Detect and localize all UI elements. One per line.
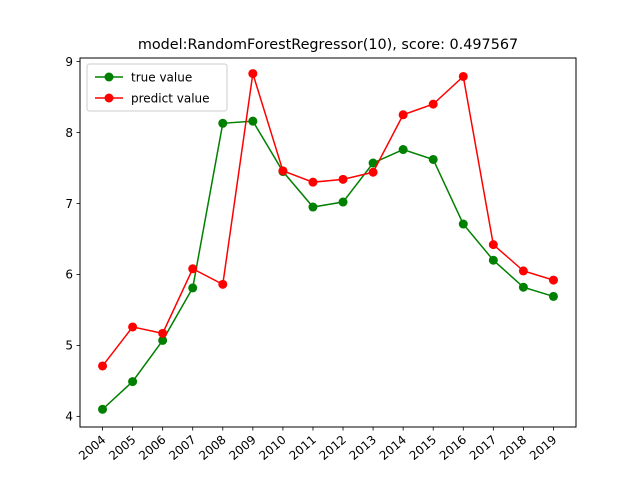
y-tick-label: 5	[65, 339, 73, 353]
data-point-predict-value	[488, 240, 498, 250]
data-point-predict-value	[248, 69, 258, 79]
data-point-predict-value	[158, 328, 168, 338]
data-point-true-value	[248, 116, 258, 126]
data-point-predict-value	[368, 167, 378, 177]
data-point-predict-value	[98, 361, 108, 371]
data-point-predict-value	[308, 177, 318, 187]
legend-marker-true-value	[104, 72, 114, 82]
data-point-true-value	[188, 283, 198, 293]
legend-box	[86, 63, 228, 112]
data-point-predict-value	[278, 166, 288, 176]
data-point-true-value	[458, 219, 468, 229]
axes-frame	[79, 57, 577, 428]
data-point-true-value	[398, 145, 408, 155]
data-point-true-value	[308, 202, 318, 212]
data-point-predict-value	[458, 71, 468, 81]
data-point-predict-value	[218, 279, 228, 289]
data-point-true-value	[368, 158, 378, 168]
data-point-predict-value	[548, 275, 558, 285]
chart-title: model:RandomForestRegressor(10), score: …	[138, 37, 518, 53]
data-point-true-value	[128, 377, 138, 387]
series-line-predict-value	[101, 73, 554, 367]
data-point-predict-value	[128, 322, 138, 332]
data-point-true-value	[428, 154, 438, 164]
data-point-true-value	[338, 197, 348, 207]
plot-area	[98, 69, 558, 414]
data-point-predict-value	[518, 266, 528, 276]
y-tick-label: 6	[65, 268, 73, 282]
data-point-true-value	[158, 335, 168, 345]
data-point-true-value	[518, 282, 528, 292]
data-point-predict-value	[188, 264, 198, 274]
series-line-true-value	[102, 120, 554, 410]
data-point-predict-value	[428, 99, 438, 109]
data-point-true-value	[218, 118, 228, 128]
y-tick-label: 7	[65, 197, 73, 211]
data-point-predict-value	[338, 174, 348, 184]
data-point-true-value	[548, 291, 558, 301]
data-point-true-value	[98, 404, 108, 414]
y-tick-label: 9	[65, 55, 73, 69]
legend-label-true-value: true value	[131, 70, 192, 84]
y-tick-label: 4	[65, 410, 73, 424]
data-point-predict-value	[398, 110, 408, 120]
legend-label-predict-value: predict value	[131, 91, 210, 105]
data-point-true-value	[488, 255, 498, 265]
y-tick-label: 8	[65, 126, 73, 140]
legend: true value predict value	[86, 63, 228, 112]
legend-marker-predict-value	[104, 93, 114, 103]
